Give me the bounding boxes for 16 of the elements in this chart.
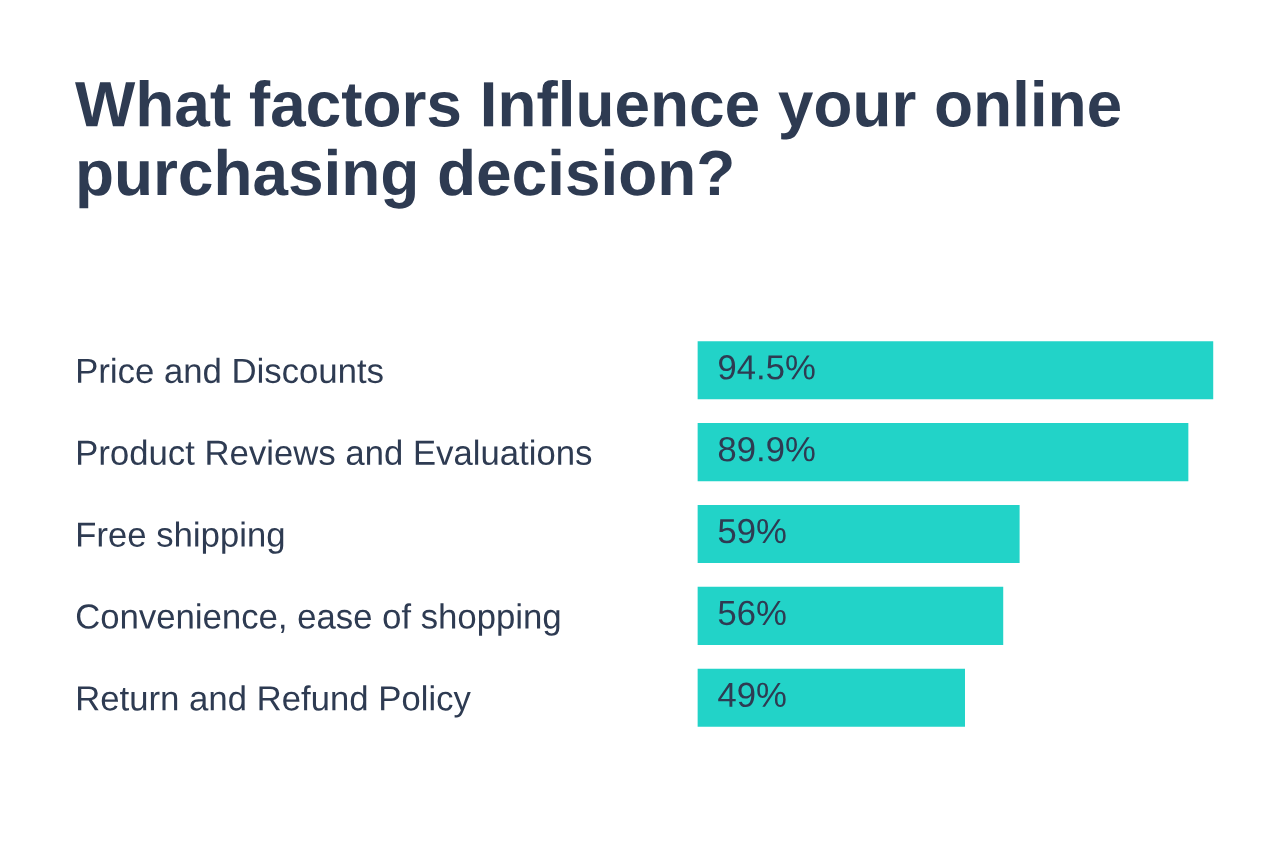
- data-label: 89.9%: [718, 436, 815, 462]
- bar: [697, 586, 1004, 645]
- data-label: 59%: [718, 518, 786, 544]
- y-tick-label: Return and Refund Policy: [78, 685, 471, 718]
- bar: [697, 341, 1214, 400]
- data-label: 56%: [718, 600, 786, 626]
- chart-title: What factors Influence your online purchasing decision?: [75, 80, 1120, 209]
- bar: [697, 668, 965, 727]
- y-tick-label: Price and Discounts: [78, 357, 383, 384]
- data-label: 49%: [718, 682, 786, 708]
- bar: [697, 504, 1020, 564]
- y-tick-label: Convenience, ease of shopping: [76, 603, 560, 636]
- y-tick-label: Free shipping: [78, 521, 284, 554]
- data-label: 94.5%: [719, 355, 815, 380]
- bar: [697, 423, 1189, 482]
- y-tick-label: Product Reviews and Evaluations: [78, 439, 592, 466]
